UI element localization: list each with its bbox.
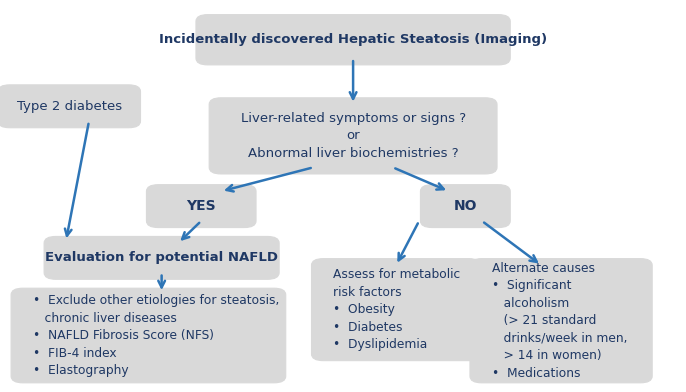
- FancyBboxPatch shape: [470, 259, 652, 383]
- FancyBboxPatch shape: [44, 236, 279, 279]
- FancyBboxPatch shape: [196, 15, 510, 65]
- Text: Type 2 diabetes: Type 2 diabetes: [16, 100, 121, 113]
- FancyBboxPatch shape: [146, 185, 256, 228]
- FancyBboxPatch shape: [0, 85, 141, 128]
- Text: Evaluation for potential NAFLD: Evaluation for potential NAFLD: [45, 251, 278, 264]
- Text: YES: YES: [187, 199, 216, 213]
- FancyBboxPatch shape: [11, 288, 286, 383]
- Text: NO: NO: [453, 199, 477, 213]
- Text: Incidentally discovered Hepatic Steatosis (Imaging): Incidentally discovered Hepatic Steatosi…: [159, 33, 547, 46]
- Text: Assess for metabolic
risk factors
•  Obesity
•  Diabetes
•  Dyslipidemia: Assess for metabolic risk factors • Obes…: [333, 268, 460, 351]
- FancyBboxPatch shape: [209, 98, 497, 174]
- Text: Liver-related symptoms or signs ?
or
Abnormal liver biochemistries ?: Liver-related symptoms or signs ? or Abn…: [241, 112, 466, 160]
- FancyBboxPatch shape: [311, 259, 480, 361]
- FancyBboxPatch shape: [421, 185, 510, 228]
- Text: •  Exclude other etiologies for steatosis,
   chronic liver diseases
•  NAFLD Fi: • Exclude other etiologies for steatosis…: [33, 294, 279, 377]
- Text: Alternate causes
•  Significant
   alcoholism
   (> 21 standard
   drinks/week i: Alternate causes • Significant alcoholis…: [492, 262, 627, 380]
